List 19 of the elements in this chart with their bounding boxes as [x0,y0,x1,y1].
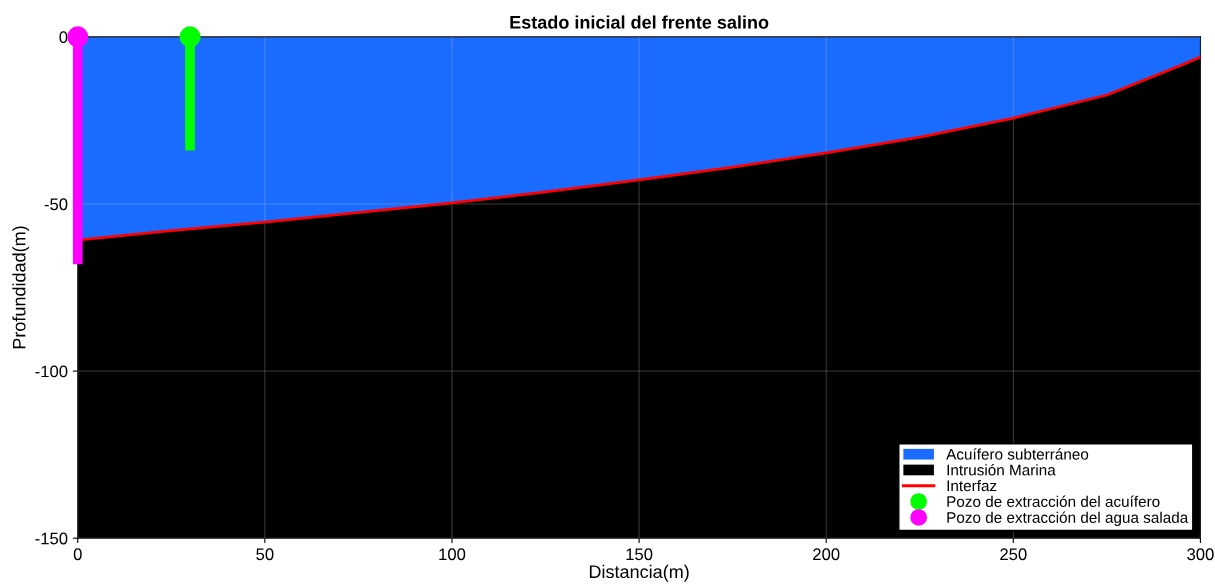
legend-label: Pozo de extracción del acuífero [947,495,1160,508]
x-tick-label: 100 [439,548,466,561]
x-tick-label: 300 [1187,548,1214,561]
legend-label: Pozo de extracción del agua salada [947,511,1189,526]
x-tick-label: 150 [626,548,653,561]
x-tick-label: 0 [73,548,82,561]
x-tick-label: 250 [1000,548,1027,561]
legend-label: Interfaz [947,480,997,492]
chart-title: Estado inicial del frente salino [510,15,769,29]
x-axis-title: Distancia(m) [589,564,689,582]
y-tick-label: -150 [35,532,68,545]
legend-label: Intrusión Marina [947,464,1056,476]
x-tick-label: 50 [256,548,274,561]
x-tick-label: 200 [813,548,840,561]
y-tick-label: -50 [44,198,68,211]
legend-label: Acuífero subterráneo [946,448,1089,460]
y-tick-label: -100 [35,365,68,378]
y-axis-title: Profundidad(m) [12,226,30,349]
y-tick-label: 0 [59,31,68,44]
